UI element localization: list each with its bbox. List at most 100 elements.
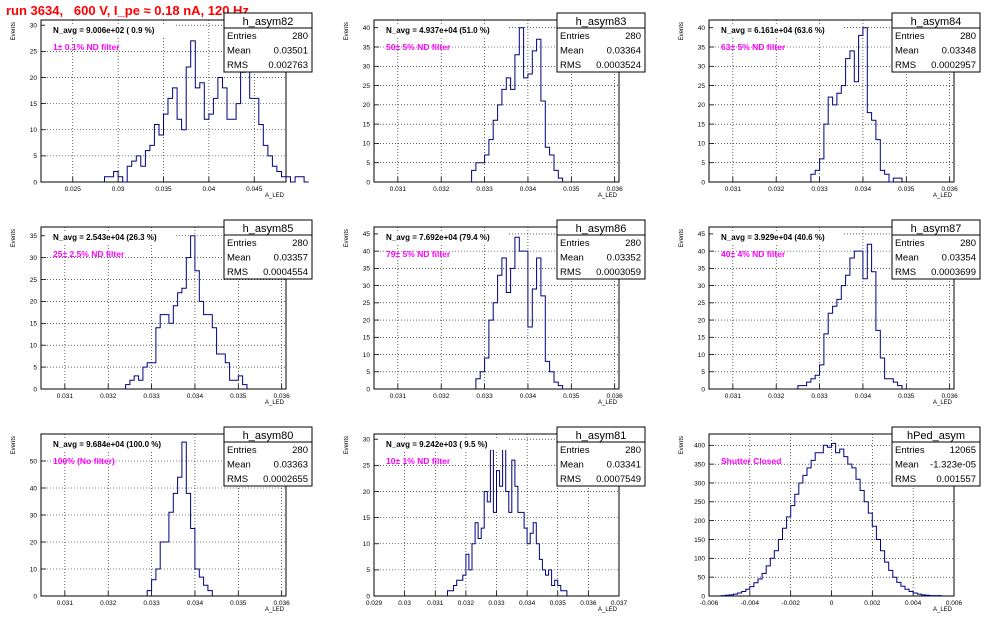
histogram-series	[720, 442, 943, 597]
stats-box: h_asym81 Entries 280 Mean 0.03341 RMS 0.000754…	[556, 426, 646, 487]
plot-frame	[373, 226, 620, 390]
y-axis-label: Events	[679, 436, 685, 454]
x-axis-label: A_LED	[265, 400, 285, 406]
x-tick-label: 0.035	[550, 600, 567, 607]
stats-box-title: h_asym82	[243, 16, 294, 28]
y-tick-label: 5	[366, 160, 370, 167]
x-tick-label: 0.031	[725, 393, 742, 400]
y-tick-label: 0	[366, 593, 370, 600]
stats-box-title: h_asym85	[243, 223, 294, 235]
stats-value: 0.0007549	[596, 474, 641, 485]
y-tick-label: 35	[698, 266, 706, 273]
y-tick-label: 10	[30, 566, 38, 573]
stats-label: Entries	[560, 238, 590, 249]
x-tick-label: 0.025	[65, 186, 82, 193]
stats-label: Entries	[227, 445, 257, 456]
stats-value: 280	[625, 445, 641, 456]
x-tick-label: 0.035	[230, 393, 247, 400]
x-tick-label: 0.032	[768, 186, 785, 193]
panel-h_asym86: 0.031 0.032 0.033 0.034 0.035 0.036 0 5 10 15 20 25…	[344, 219, 646, 406]
y-tick-label: 5	[33, 153, 37, 160]
y-tick-label: 35	[698, 44, 706, 51]
stats-label: Mean	[560, 253, 584, 264]
y-tick-label: 30	[363, 283, 371, 290]
stats-value: 0.03363	[274, 460, 308, 471]
histogram-series	[125, 235, 248, 389]
stats-label: Entries	[895, 445, 925, 456]
stats-box-title: h_asym84	[911, 16, 962, 28]
x-tick-label: 0.036	[274, 393, 291, 400]
stats-box: h_asym87 Entries 280 Mean 0.03354 RMS 0.000369…	[891, 219, 981, 280]
x-tick-label: 0	[830, 600, 834, 607]
histogram-series	[797, 243, 903, 389]
x-tick-label: 0.037	[611, 600, 628, 607]
stats-box-title: h_asym81	[576, 430, 627, 442]
y-axis-label: Events	[679, 229, 685, 247]
x-tick-label: 0.032	[100, 600, 117, 607]
x-axis-label: A_LED	[265, 607, 285, 613]
navg-annotation: N_avg = 3.929e+04 (40.6 %)	[721, 233, 825, 242]
stats-label: RMS	[895, 60, 916, 71]
stats-label: RMS	[227, 267, 248, 278]
stats-label: RMS	[895, 474, 916, 485]
stats-value: 0.03357	[274, 253, 308, 264]
x-axis-label: A_LED	[933, 607, 953, 613]
panel-h_asym84: 0.031 0.032 0.033 0.034 0.035 0.036 0 5 10 15 20 25…	[679, 12, 981, 199]
y-tick-label: 30	[30, 512, 38, 519]
y-tick-label: 25	[30, 49, 38, 56]
x-tick-label: 0.034	[187, 393, 204, 400]
annotation-bg	[713, 231, 844, 243]
y-tick-label: 25	[30, 277, 38, 284]
y-tick-label: 0	[701, 179, 705, 186]
navg-annotation: N_avg = 6.161e+04 (63.6 %)	[721, 26, 825, 35]
stats-value: 280	[625, 238, 641, 249]
y-tick-label: 200	[694, 518, 705, 525]
stats-value: 12065	[950, 445, 976, 456]
y-tick-label: 0	[701, 593, 705, 600]
stats-box-frame	[556, 12, 646, 73]
filter-annotation: 79± 5% ND filter	[386, 249, 451, 259]
y-tick-label: 15	[363, 121, 371, 128]
y-tick-label: 40	[363, 248, 371, 255]
y-tick-label: 5	[701, 160, 705, 167]
plot-frame	[373, 19, 620, 183]
histogram-series	[475, 236, 564, 389]
navg-annotation: N_avg = 9.242e+03 ( 9.5 %)	[386, 440, 488, 449]
stats-value: 0.0002957	[931, 60, 976, 71]
y-tick-label: 45	[363, 231, 371, 238]
panel-h_asym82: 0.025 0.03 0.035 0.04 0.045 0 5 10 15 20 25 30 A_LED…	[11, 12, 313, 199]
navg-annotation: N_avg = 9.006e+02 ( 0.9 %)	[53, 26, 155, 35]
x-tick-label: 0.03	[112, 186, 125, 193]
stats-label: Entries	[895, 238, 925, 249]
x-axis-label: A_LED	[933, 400, 953, 406]
y-tick-label: 400	[694, 443, 705, 450]
navg-annotation: N_avg = 7.692e+04 (79.4 %)	[386, 233, 490, 242]
stats-value: 0.03364	[607, 46, 641, 57]
x-tick-label: -0.006	[700, 600, 719, 607]
panel-h_asym85: 0.031 0.032 0.033 0.034 0.035 0.036 0 5 10 15 20 25…	[11, 219, 313, 406]
x-tick-label: 0.035	[898, 186, 915, 193]
stats-label: Mean	[227, 46, 251, 57]
stats-value: 0.03352	[607, 253, 641, 264]
filter-annotation: 1± 0.1% ND filter	[53, 42, 120, 52]
stats-label: Entries	[227, 31, 257, 42]
stats-box-frame	[223, 219, 313, 280]
stats-box: h_asym85 Entries 280 Mean 0.03357 RMS 0.000455…	[223, 219, 313, 280]
y-tick-label: 25	[363, 83, 371, 90]
panel-hPed_asym: -0.006 -0.004 -0.002 0 0.002 0.004 0.006 0 50 100…	[679, 426, 981, 613]
x-tick-label: -0.002	[781, 600, 800, 607]
stats-label: Mean	[227, 460, 251, 471]
annotation-bg	[45, 438, 180, 450]
y-tick-label: 35	[363, 266, 371, 273]
stats-value: 0.0003524	[596, 60, 641, 71]
y-tick-label: 40	[698, 248, 706, 255]
stats-value: 0.03348	[942, 46, 976, 57]
x-tick-label: 0.031	[390, 186, 407, 193]
y-tick-label: 5	[366, 369, 370, 376]
x-tick-label: 0.033	[811, 186, 828, 193]
plot-frame	[708, 19, 955, 183]
filter-annotation: 63± 5% ND filter	[721, 42, 786, 52]
stats-value: 0.0003059	[596, 267, 641, 278]
stats-value: 0.03341	[607, 460, 641, 471]
stats-box-frame	[891, 219, 981, 280]
